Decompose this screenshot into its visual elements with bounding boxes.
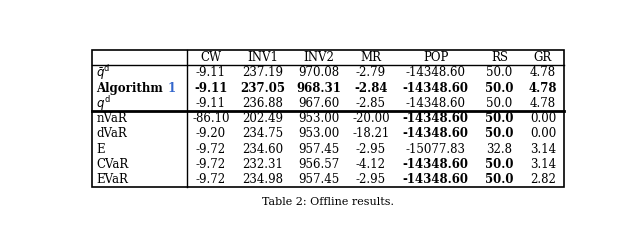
Text: 50.0: 50.0 — [486, 66, 513, 79]
Text: 202.49: 202.49 — [243, 112, 284, 125]
Text: 953.00: 953.00 — [298, 127, 339, 141]
Text: Table 2: Offline results.: Table 2: Offline results. — [262, 197, 394, 207]
Text: 957.45: 957.45 — [298, 173, 339, 186]
Text: -14348.60: -14348.60 — [406, 97, 466, 110]
Text: -18.21: -18.21 — [353, 127, 390, 141]
Text: CVaR: CVaR — [97, 158, 129, 171]
Text: -14348.60: -14348.60 — [406, 66, 466, 79]
Text: 4.78: 4.78 — [529, 82, 557, 95]
Text: -9.72: -9.72 — [196, 143, 226, 156]
Text: -14348.60: -14348.60 — [403, 127, 468, 141]
Text: -9.72: -9.72 — [196, 158, 226, 171]
Text: -9.72: -9.72 — [196, 173, 226, 186]
Text: RS: RS — [491, 51, 508, 64]
Text: 234.98: 234.98 — [243, 173, 284, 186]
Text: -2.85: -2.85 — [356, 97, 386, 110]
Text: 956.57: 956.57 — [298, 158, 339, 171]
Text: 50.0: 50.0 — [485, 127, 514, 141]
Text: 2.82: 2.82 — [530, 173, 556, 186]
Text: 953.00: 953.00 — [298, 112, 339, 125]
Text: INV1: INV1 — [248, 51, 278, 64]
Text: -86.10: -86.10 — [192, 112, 230, 125]
Text: 970.08: 970.08 — [298, 66, 339, 79]
Text: 1: 1 — [167, 82, 175, 95]
Text: -9.11: -9.11 — [194, 82, 227, 95]
Text: 968.31: 968.31 — [296, 82, 341, 95]
Text: $\bar{q}^{\mathrm{d}}$: $\bar{q}^{\mathrm{d}}$ — [97, 63, 111, 82]
Text: 234.60: 234.60 — [243, 143, 284, 156]
Text: 32.8: 32.8 — [486, 143, 513, 156]
Text: 237.05: 237.05 — [241, 82, 285, 95]
Text: nVaR: nVaR — [97, 112, 127, 125]
Text: POP: POP — [423, 51, 449, 64]
Text: -14348.60: -14348.60 — [403, 158, 468, 171]
Text: 50.0: 50.0 — [485, 158, 514, 171]
Text: -14348.60: -14348.60 — [403, 112, 468, 125]
Text: 957.45: 957.45 — [298, 143, 339, 156]
Text: 0.00: 0.00 — [530, 112, 556, 125]
Text: $q^{\mathrm{d}}$: $q^{\mathrm{d}}$ — [97, 94, 111, 113]
Text: 967.60: 967.60 — [298, 97, 339, 110]
Text: 232.31: 232.31 — [243, 158, 284, 171]
Text: 50.0: 50.0 — [485, 173, 514, 186]
Text: -14348.60: -14348.60 — [403, 82, 468, 95]
Text: 236.88: 236.88 — [243, 97, 284, 110]
Text: -15077.83: -15077.83 — [406, 143, 466, 156]
Text: 50.0: 50.0 — [485, 82, 514, 95]
Text: -20.00: -20.00 — [352, 112, 390, 125]
Text: Algorithm: Algorithm — [97, 82, 167, 95]
Text: 237.19: 237.19 — [243, 66, 284, 79]
Text: 234.75: 234.75 — [243, 127, 284, 141]
Text: 0.00: 0.00 — [530, 127, 556, 141]
Text: -4.12: -4.12 — [356, 158, 386, 171]
Text: 50.0: 50.0 — [486, 97, 513, 110]
Text: CW: CW — [200, 51, 221, 64]
Text: -9.20: -9.20 — [196, 127, 226, 141]
Text: -2.79: -2.79 — [356, 66, 386, 79]
Text: -14348.60: -14348.60 — [403, 173, 468, 186]
Text: 3.14: 3.14 — [530, 158, 556, 171]
Text: 3.14: 3.14 — [530, 143, 556, 156]
Text: EVaR: EVaR — [97, 173, 128, 186]
Text: -9.11: -9.11 — [196, 97, 226, 110]
Text: INV2: INV2 — [303, 51, 334, 64]
Text: -2.95: -2.95 — [356, 173, 386, 186]
Text: -2.84: -2.84 — [355, 82, 388, 95]
Text: dVaR: dVaR — [97, 127, 127, 141]
Text: 50.0: 50.0 — [485, 112, 514, 125]
Text: -2.95: -2.95 — [356, 143, 386, 156]
Text: 4.78: 4.78 — [530, 66, 556, 79]
Text: E: E — [97, 143, 105, 156]
Text: -9.11: -9.11 — [196, 66, 226, 79]
Text: 4.78: 4.78 — [530, 97, 556, 110]
Text: MR: MR — [360, 51, 381, 64]
Text: GR: GR — [534, 51, 552, 64]
